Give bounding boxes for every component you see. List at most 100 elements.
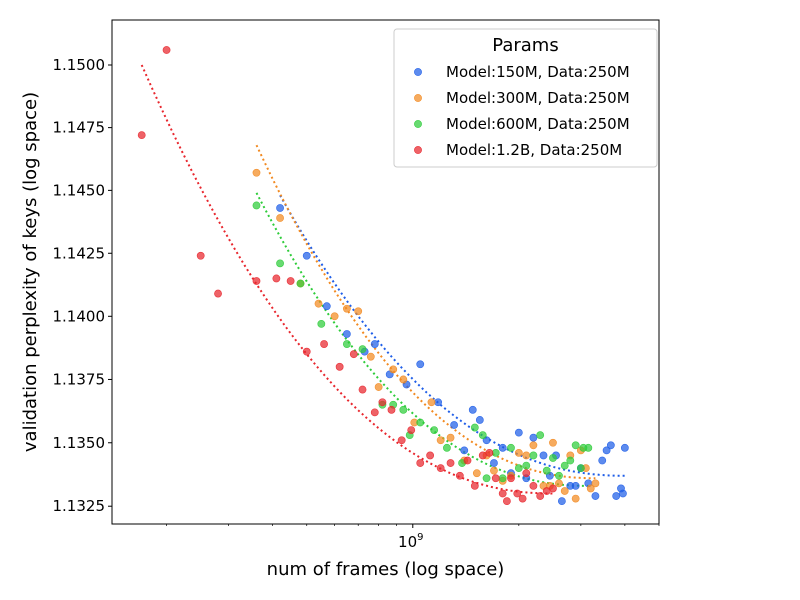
data-point-series-3 <box>416 459 425 467</box>
data-point-series-0 <box>606 441 615 450</box>
data-point-series-3 <box>518 494 527 503</box>
data-point-series-0 <box>322 302 331 311</box>
data-point-series-1 <box>586 484 595 493</box>
legend-box <box>393 28 658 168</box>
data-point-series-3 <box>513 489 522 498</box>
y-tick-label: 1.1500 <box>53 56 106 74</box>
data-point-series-0 <box>619 489 627 498</box>
data-point-series-0 <box>342 330 351 338</box>
y-tick-label: 1.1325 <box>53 497 106 515</box>
y-tick-label: 1.1375 <box>53 370 106 388</box>
data-point-series-2 <box>416 418 425 427</box>
data-point-series-1 <box>560 487 569 495</box>
data-point-series-3 <box>549 484 557 493</box>
data-point-series-2 <box>549 454 557 462</box>
data-point-series-1 <box>514 449 523 457</box>
data-point-series-1 <box>399 375 408 384</box>
data-point-series-2 <box>317 319 326 328</box>
data-point-series-3 <box>536 492 545 500</box>
data-point-series-1 <box>354 307 363 316</box>
fit-line-series-3 <box>140 64 554 495</box>
data-point-series-2 <box>443 443 451 452</box>
data-point-series-2 <box>536 431 545 440</box>
x-axis-title: num of frames (log space) <box>267 559 505 580</box>
data-point-series-0 <box>498 443 507 452</box>
data-point-series-1 <box>389 365 398 374</box>
data-point-series-0 <box>460 446 469 455</box>
y-tick-label: 1.1475 <box>53 119 106 137</box>
data-point-series-2 <box>482 474 491 483</box>
data-point-series-3 <box>349 350 358 359</box>
data-point-series-1 <box>529 441 538 450</box>
legend-label-series-0: Model:150M, Data:250M <box>446 63 630 81</box>
y-tick-label: 1.1425 <box>53 244 106 262</box>
x-tick-label: 109 <box>398 532 423 551</box>
x-tick-exponent: 9 <box>417 532 423 543</box>
data-point-series-3 <box>387 405 396 414</box>
data-point-series-1 <box>330 312 339 321</box>
data-point-series-1 <box>472 469 481 478</box>
data-point-series-0 <box>276 204 284 212</box>
data-point-series-0 <box>612 492 621 500</box>
data-point-series-1 <box>427 398 436 407</box>
data-point-series-0 <box>370 340 379 348</box>
data-point-series-0 <box>416 360 425 369</box>
data-point-series-3 <box>214 289 222 298</box>
data-point-series-3 <box>302 347 311 356</box>
data-point-series-2 <box>542 466 551 475</box>
data-point-series-2 <box>555 471 563 480</box>
data-point-series-2 <box>342 340 351 348</box>
data-point-series-2 <box>522 461 531 470</box>
data-point-series-3 <box>470 481 479 490</box>
data-point-series-0 <box>450 421 458 429</box>
y-tick-label: 1.1450 <box>53 181 106 199</box>
data-point-series-1 <box>314 299 323 308</box>
legend-entries: Model:150M, Data:250M Model:300M, Data:25… <box>414 63 630 159</box>
data-point-series-3 <box>137 131 146 140</box>
data-point-series-3 <box>502 497 511 506</box>
data-point-series-3 <box>397 436 406 445</box>
data-point-series-2 <box>470 423 479 432</box>
legend-marker-series-2 <box>414 120 422 128</box>
data-point-series-3 <box>358 385 367 394</box>
data-point-series-0 <box>598 456 607 465</box>
data-point-series-1 <box>366 352 375 361</box>
fit-line-series-1 <box>255 144 596 480</box>
y-tick-label: 1.1400 <box>53 307 106 325</box>
data-point-series-0 <box>557 497 566 506</box>
data-point-series-3 <box>522 469 531 478</box>
data-point-series-3 <box>491 474 500 483</box>
data-point-series-1 <box>342 304 351 313</box>
legend-marker-series-0 <box>414 68 422 76</box>
data-point-series-2 <box>296 279 305 288</box>
data-point-series-3 <box>335 362 344 371</box>
data-point-series-2 <box>566 456 575 465</box>
data-point-series-3 <box>529 481 538 490</box>
data-point-series-2 <box>399 405 408 414</box>
data-point-series-3 <box>498 489 507 498</box>
x-axis: 109 <box>166 524 660 551</box>
data-point-series-2 <box>507 443 515 452</box>
data-point-series-2 <box>252 201 261 210</box>
data-point-series-3 <box>272 274 281 283</box>
data-point-series-3 <box>196 251 205 260</box>
data-point-series-2 <box>514 464 523 473</box>
data-point-series-2 <box>529 451 538 460</box>
data-point-series-3 <box>252 277 261 285</box>
data-points <box>137 46 629 506</box>
data-point-series-2 <box>430 426 439 434</box>
data-point-series-3 <box>455 471 464 480</box>
data-point-series-3 <box>478 451 487 460</box>
data-point-series-0 <box>475 416 484 424</box>
fit-line-series-0 <box>279 194 625 477</box>
y-tick-label: 1.1350 <box>53 434 106 452</box>
legend-label-series-2: Model:600M, Data:250M <box>446 115 630 133</box>
data-point-series-0 <box>302 251 311 260</box>
data-point-series-1 <box>374 383 383 391</box>
data-point-series-0 <box>514 428 523 437</box>
legend-title: Params <box>492 35 558 56</box>
data-point-series-2 <box>576 464 585 473</box>
data-point-series-0 <box>529 433 538 442</box>
data-point-series-3 <box>286 277 295 285</box>
